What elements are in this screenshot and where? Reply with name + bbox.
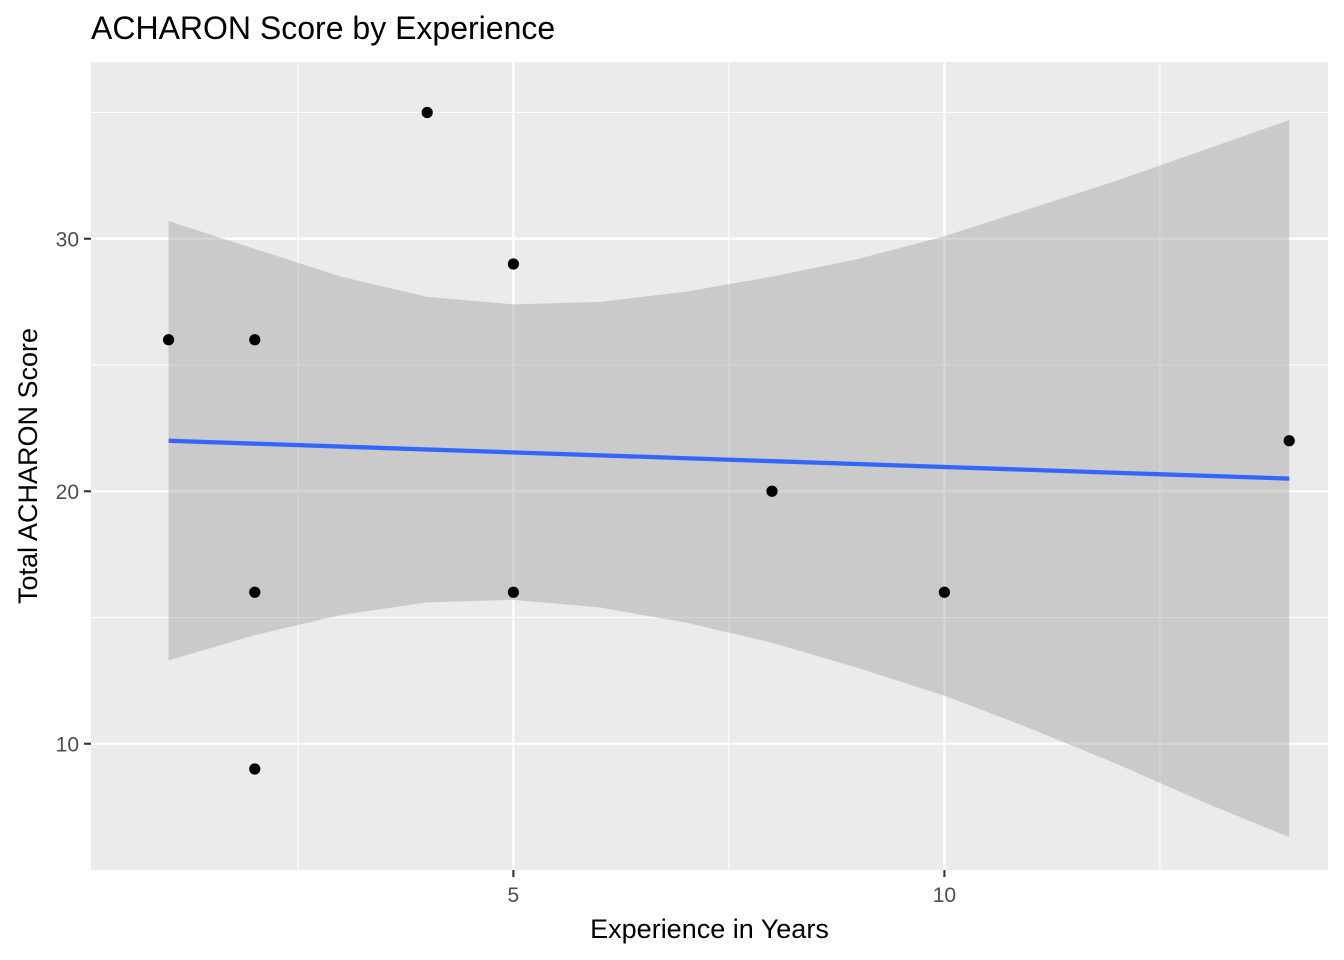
data-point: [938, 586, 951, 598]
data-point: [249, 586, 261, 598]
data-points: [162, 106, 1295, 775]
data-point: [507, 258, 519, 270]
data-point: [766, 485, 778, 497]
x-axis-ticks: 5 10: [508, 870, 956, 907]
y-axis-ticks: 10 20 30: [56, 228, 91, 756]
data-point: [421, 106, 433, 119]
x-axis-title: Experience in Years: [590, 914, 829, 944]
x-tick-label: 10: [933, 884, 956, 907]
plot-panel: [91, 62, 1328, 870]
major-gridlines: [91, 62, 1328, 870]
chart-title: ACHARON Score by Experience: [91, 10, 555, 46]
confidence-band: [168, 120, 1290, 838]
y-tick-label: 20: [56, 481, 79, 504]
data-point: [162, 334, 175, 346]
y-tick-label: 10: [56, 733, 79, 756]
data-point: [249, 763, 261, 775]
data-point: [507, 586, 519, 598]
y-axis-title: Total ACHARON Score: [13, 328, 43, 604]
data-point: [249, 334, 261, 346]
y-tick-label: 30: [56, 228, 79, 251]
data-point: [1283, 435, 1295, 447]
minor-gridlines: [91, 62, 1328, 870]
x-tick-label: 5: [508, 884, 520, 907]
regression-line: [168, 438, 1290, 481]
